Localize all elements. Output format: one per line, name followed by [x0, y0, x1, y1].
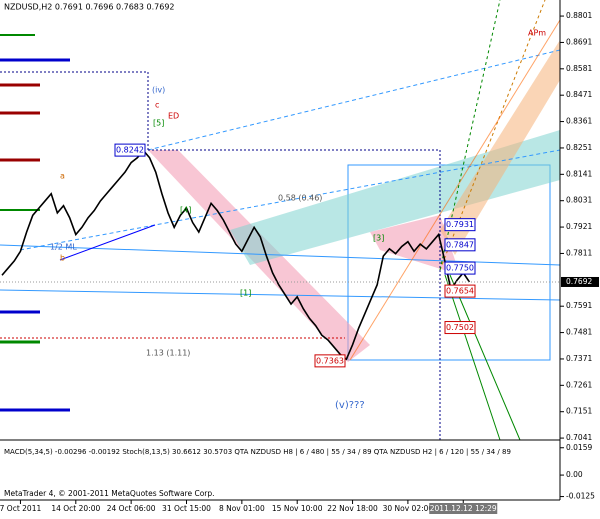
annotation: [5]	[153, 119, 164, 128]
y-tick-label: 0.8581	[566, 64, 592, 73]
y-tick-label: 0.7921	[566, 222, 592, 231]
price-label-box	[314, 354, 346, 368]
y-tick-label: 0.8251	[566, 143, 592, 152]
price-label: 0.7931	[446, 220, 474, 229]
price-label: 0.7363	[316, 356, 344, 365]
price-line	[1, 149, 471, 361]
annotation: ED	[168, 112, 179, 121]
annotation: (v)???	[335, 400, 365, 411]
y-tick-label: 0.7261	[566, 380, 592, 389]
time-highlight	[429, 503, 498, 514]
y-tick-label: 0.7481	[566, 328, 592, 337]
annotation: [1]	[240, 289, 251, 298]
chart-title: NZDUSD,H2 0.7691 0.7696 0.7683 0.7692	[4, 3, 175, 12]
y-tick-label: 0.7041	[566, 433, 592, 442]
annotation: 1.13 (1.11)	[146, 349, 190, 358]
price-label: 0.7654	[446, 287, 474, 296]
x-tick-label: 22 Nov 18:00	[327, 504, 378, 513]
annotation: a	[60, 172, 65, 181]
annotation: 0.58 (0.46)	[278, 194, 322, 203]
y-tick-label: 0.8691	[566, 37, 592, 46]
orange-channel	[440, 40, 560, 255]
price-label-box	[444, 218, 476, 232]
y2-tick-label: -0.0125	[566, 492, 595, 501]
y-tick-label: 0.7591	[566, 301, 592, 310]
annotation: APm	[528, 29, 546, 38]
current-price-label: 0.7692	[566, 277, 592, 286]
price-label-box	[444, 261, 476, 275]
annotation: c	[155, 101, 159, 110]
annotation: [3]	[373, 234, 384, 243]
annotation: (iv)	[152, 86, 165, 95]
pink-box	[370, 215, 460, 275]
y-tick-label: 0.8801	[566, 11, 592, 20]
y-tick-label: 0.8031	[566, 196, 592, 205]
y-tick-label: 0.8361	[566, 117, 592, 126]
annotation: b	[60, 254, 65, 263]
y-tick-label: 0.8141	[566, 169, 592, 178]
x-tick-label: 30 Nov 02:00	[383, 504, 434, 513]
annotation: [4]	[180, 206, 191, 215]
footer: MetaTrader 4, © 2001-2011 MetaQuotes Sof…	[4, 489, 215, 498]
price-label-box	[114, 143, 146, 157]
current-price-box	[561, 276, 599, 287]
y2-tick-label: 0.00	[566, 470, 583, 479]
price-label-box	[444, 238, 476, 252]
x-tick-label: 2011.12.12 12:29	[430, 504, 497, 513]
price-label: 0.7847	[446, 240, 474, 249]
y-tick-label: 0.7151	[566, 407, 592, 416]
x-tick-label: 7 Oct 2011	[0, 504, 41, 513]
y-tick-label: 0.7811	[566, 248, 592, 257]
price-label-box	[444, 321, 476, 335]
x-tick-label: 31 Oct 15:00	[162, 504, 211, 513]
indicator-label: MACD(5,34,5) -0.00296 -0.00192 Stoch(8,1…	[4, 448, 511, 456]
annotation: 1/2 ML	[50, 243, 77, 252]
y-tick-label: 0.7371	[566, 354, 592, 363]
y2-tick-label: 0.0159	[566, 443, 592, 452]
price-label-box	[444, 284, 476, 298]
price-label: 0.7502	[446, 323, 474, 332]
x-tick-label: 15 Nov 10:00	[272, 504, 323, 513]
y-tick-label: 0.8471	[566, 90, 592, 99]
x-tick-label: 24 Oct 06:00	[107, 504, 156, 513]
drawings	[0, 0, 561, 441]
price-label: 0.8242	[116, 146, 144, 155]
teal-channel	[230, 130, 560, 265]
price-label: 0.7750	[446, 264, 474, 273]
x-tick-label: 8 Nov 01:00	[219, 504, 265, 513]
x-tick-label: 14 Oct 20:00	[51, 504, 100, 513]
